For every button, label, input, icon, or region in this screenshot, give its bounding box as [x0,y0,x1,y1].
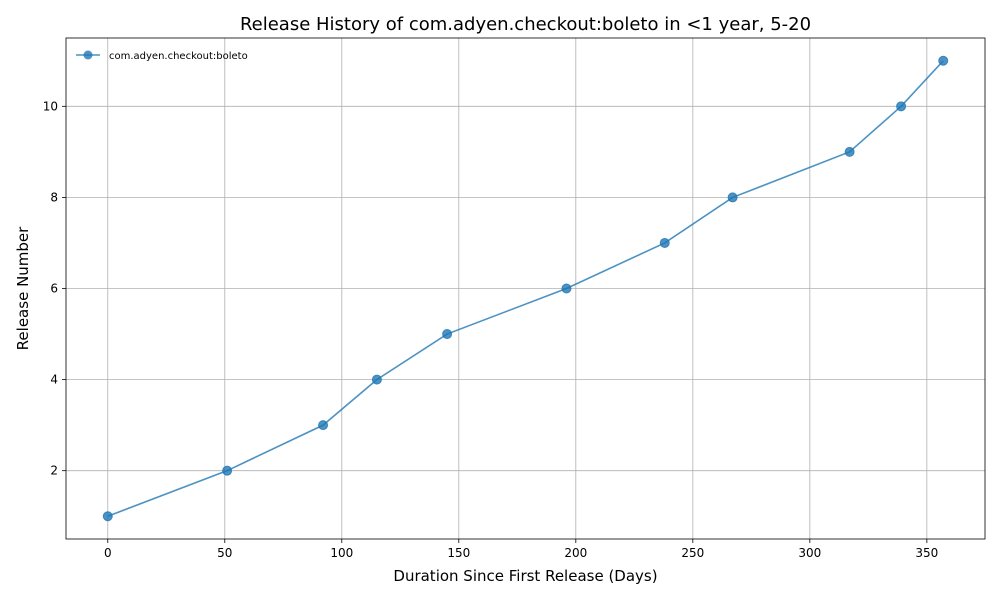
y-axis-title: Release Number [14,226,32,350]
legend-label: com.adyen.checkout:boleto [109,51,248,62]
data-point [222,465,233,476]
series-layer [102,55,949,522]
data-point [561,283,572,294]
x-axis-title: Duration Since First Release (Days) [393,567,657,585]
legend: com.adyen.checkout:boleto [76,50,248,62]
x-tick-label: 200 [564,546,587,560]
data-point [318,420,329,431]
ticks: 0 50 100 150 200 250 300 350 2 4 6 8 10 [43,99,939,560]
x-tick-label: 350 [915,546,938,560]
data-point [371,374,382,385]
x-tick-label: 250 [681,546,704,560]
grid [66,38,985,539]
data-point [844,146,855,157]
data-point [659,237,670,248]
data-point [938,55,949,66]
data-point [896,101,907,112]
chart-title: Release History of com.adyen.checkout:bo… [240,14,811,35]
x-tick-label: 0 [104,546,112,560]
y-tick-label: 10 [43,99,58,113]
x-tick-label: 300 [798,546,821,560]
x-tick-label: 100 [330,546,353,560]
x-tick-label: 50 [217,546,232,560]
y-tick-label: 2 [50,464,58,478]
y-tick-label: 4 [50,373,58,387]
x-tick-label: 150 [447,546,470,560]
data-point [442,329,453,340]
y-tick-label: 6 [50,282,58,296]
y-tick-label: 8 [50,190,58,204]
legend-marker [83,50,93,60]
data-point [102,511,113,522]
data-point [727,192,738,203]
